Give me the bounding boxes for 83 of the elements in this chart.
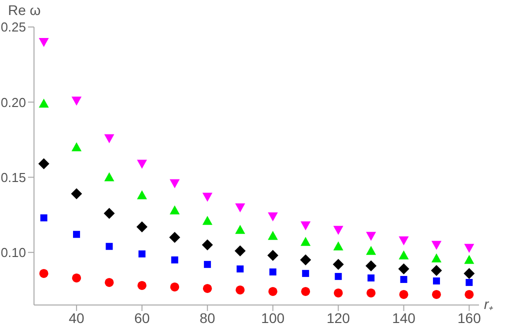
point xyxy=(301,286,310,296)
point xyxy=(170,179,180,188)
point xyxy=(399,290,408,299)
point xyxy=(466,278,473,286)
y-axis-title: Re ω xyxy=(8,2,41,18)
point xyxy=(302,270,310,277)
y-tick-label: 0.20 xyxy=(0,94,26,110)
point xyxy=(268,230,278,240)
point xyxy=(104,278,114,287)
point xyxy=(72,96,82,106)
x-tick-label: 160 xyxy=(458,310,482,326)
point xyxy=(432,277,440,284)
point xyxy=(39,268,48,278)
y-tick-label: 0.25 xyxy=(0,20,26,35)
point xyxy=(464,244,474,253)
point xyxy=(170,205,180,214)
point xyxy=(171,256,178,264)
point xyxy=(170,282,180,292)
point xyxy=(300,254,312,266)
point xyxy=(138,250,146,258)
point xyxy=(334,272,342,280)
x-tick-label: 140 xyxy=(392,310,416,326)
point xyxy=(169,232,180,243)
point xyxy=(366,232,376,241)
point xyxy=(204,260,211,268)
point xyxy=(235,224,246,234)
x-axis-title: r₊ xyxy=(484,295,494,313)
point xyxy=(235,203,246,212)
x-tick-label: 60 xyxy=(134,310,150,326)
point xyxy=(38,158,50,170)
point xyxy=(269,268,276,276)
x-tick-label: 100 xyxy=(261,310,285,326)
point xyxy=(38,98,49,108)
x-tick-label: 120 xyxy=(326,310,350,326)
point xyxy=(400,276,408,283)
point xyxy=(104,172,114,182)
point xyxy=(300,221,311,230)
point xyxy=(431,253,442,262)
point xyxy=(398,250,409,260)
y-tick-label: 0.10 xyxy=(0,245,26,260)
point xyxy=(368,274,375,282)
point xyxy=(366,246,376,255)
point xyxy=(104,134,114,144)
point xyxy=(268,286,278,296)
point xyxy=(333,226,344,235)
point xyxy=(236,285,245,294)
point xyxy=(202,284,212,293)
point xyxy=(332,258,344,270)
point xyxy=(432,290,441,299)
point xyxy=(202,239,213,250)
point xyxy=(106,242,113,250)
point xyxy=(398,263,410,274)
point xyxy=(72,273,82,282)
point xyxy=(202,192,212,202)
point xyxy=(202,216,212,225)
point xyxy=(431,240,442,250)
point xyxy=(236,265,244,272)
point xyxy=(73,230,80,238)
point xyxy=(398,236,409,246)
point xyxy=(71,188,82,200)
point xyxy=(430,264,442,276)
point xyxy=(72,142,82,152)
point xyxy=(234,245,246,256)
x-tick-label: 40 xyxy=(68,310,85,326)
point xyxy=(334,288,343,298)
point xyxy=(366,288,376,298)
x-tick-label: 80 xyxy=(200,310,216,326)
point xyxy=(136,221,148,232)
point xyxy=(268,212,278,222)
point xyxy=(366,260,377,272)
point xyxy=(333,241,344,250)
point xyxy=(136,190,147,200)
point xyxy=(267,250,278,261)
point xyxy=(40,214,48,222)
point xyxy=(300,236,311,246)
point xyxy=(136,160,147,169)
point xyxy=(464,268,475,279)
point xyxy=(104,208,115,219)
y-tick-label: 0.15 xyxy=(0,170,26,185)
point xyxy=(464,290,474,299)
point xyxy=(38,38,49,48)
point xyxy=(137,280,146,290)
point xyxy=(464,254,474,264)
